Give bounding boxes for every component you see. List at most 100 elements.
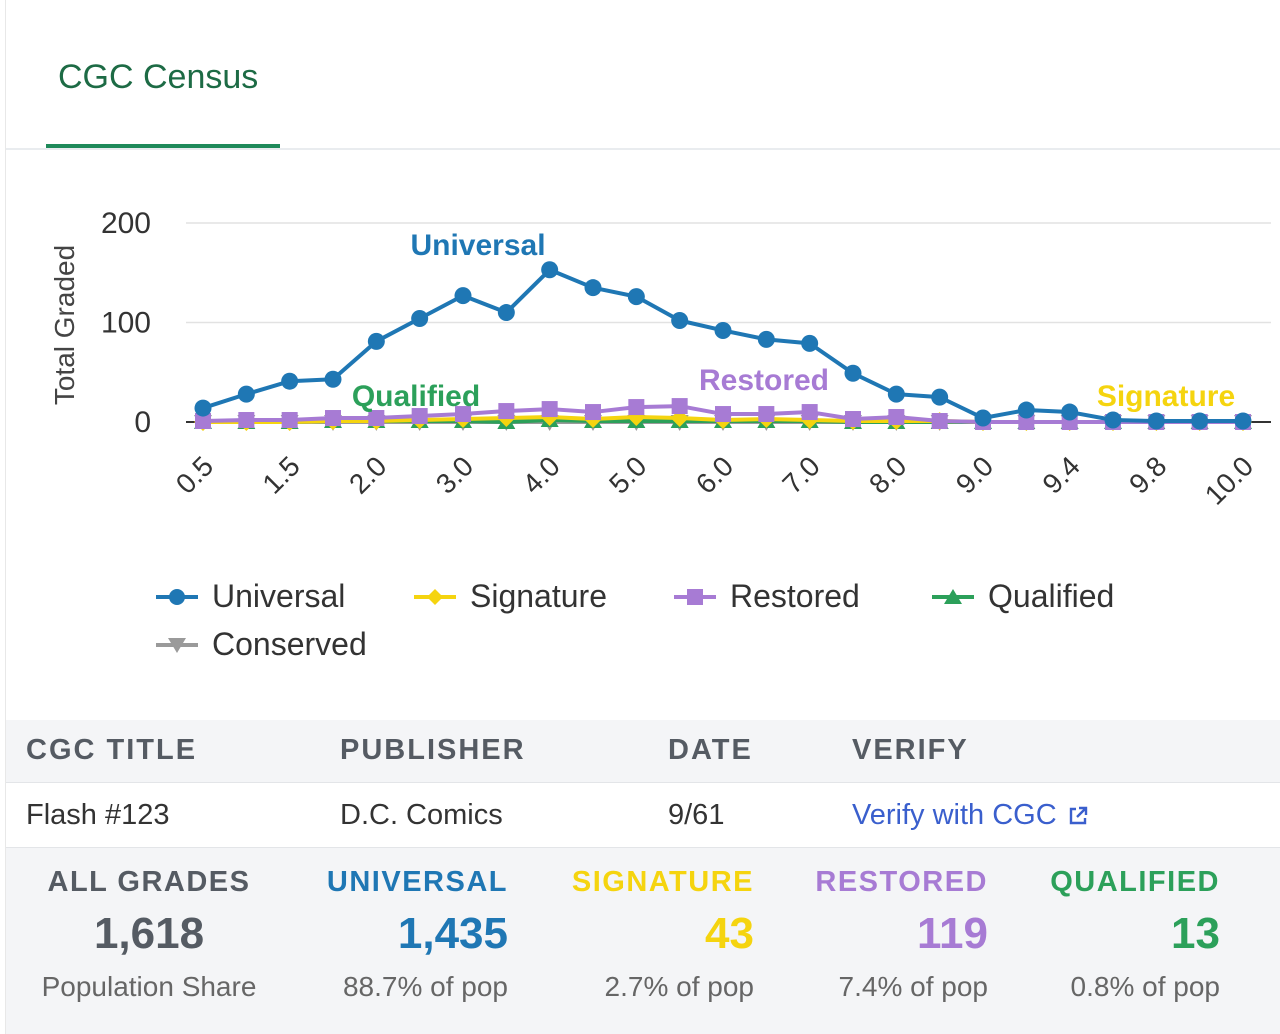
x-tick-label: 5.0: [603, 450, 652, 499]
series-label-universal: Universal: [410, 229, 545, 262]
x-tick-label: 9.0: [950, 450, 999, 499]
data-point-universal: [194, 399, 212, 417]
stat-value: 1,435: [397, 909, 508, 958]
cell-title: Flash #123: [26, 799, 170, 831]
table-row: Flash #123 D.C. Comics 9/61 Verify with …: [6, 783, 1280, 848]
legend-item-conserved[interactable]: Conserved: [156, 626, 367, 663]
data-point-universal: [237, 385, 255, 403]
stat-value: 43: [705, 909, 754, 958]
x-tick-label: 0.5: [170, 450, 219, 499]
tab-label: CGC Census: [58, 58, 259, 96]
x-tick-label: 7.0: [776, 450, 825, 499]
data-point-universal: [1234, 412, 1252, 430]
data-point-universal: [367, 332, 385, 350]
data-point-universal: [887, 385, 905, 403]
data-point-universal: [541, 261, 559, 279]
cell-publisher: D.C. Comics: [340, 799, 503, 831]
square-marker-icon: [674, 588, 716, 605]
data-point-restored: [888, 409, 905, 426]
data-point-universal: [801, 334, 819, 352]
verify-with-cgc-link[interactable]: Verify with CGC: [852, 799, 1089, 832]
data-point-restored: [281, 412, 298, 429]
x-tick-label: 3.0: [430, 450, 479, 499]
data-point-universal: [584, 279, 602, 297]
data-point-universal: [411, 310, 429, 328]
population-stats: ALL GRADES 1,618 Population Share UNIVER…: [6, 848, 1280, 1034]
data-point-restored: [238, 412, 255, 429]
series-label-restored: Restored: [699, 364, 829, 397]
data-point-universal: [1104, 411, 1122, 429]
stat-label: SIGNATURE: [571, 866, 754, 898]
stat-sub: 0.8% of pop: [1070, 971, 1220, 1002]
data-point-restored: [455, 406, 471, 423]
x-tick-label: 6.0: [690, 450, 739, 499]
data-point-restored: [325, 410, 341, 427]
legend-item-signature[interactable]: Signature: [414, 578, 607, 615]
tab-cgc-census[interactable]: CGC Census: [46, 40, 280, 148]
external-link-icon: [1069, 806, 1087, 824]
data-point-restored: [758, 406, 775, 423]
data-point-restored: [541, 401, 558, 418]
data-point-universal: [844, 364, 862, 382]
triangle-marker-icon: [932, 588, 974, 604]
data-point-restored: [801, 404, 818, 421]
cell-date: 9/61: [668, 799, 725, 831]
legend-item-qualified[interactable]: Qualified: [932, 578, 1114, 615]
legend-label: Signature: [470, 578, 607, 614]
triangle-down-marker-icon: [156, 637, 198, 653]
column-header-title: CGC TITLE: [26, 734, 198, 766]
data-point-restored: [845, 411, 861, 428]
data-point-restored: [671, 398, 688, 415]
data-point-universal: [454, 287, 472, 305]
stat-universal: UNIVERSAL 1,435 88.7% of pop: [302, 866, 508, 1003]
x-tick-label: 8.0: [863, 450, 912, 499]
data-point-universal: [1017, 401, 1035, 419]
legend-label: Conserved: [212, 626, 367, 662]
data-point-restored: [585, 404, 601, 421]
stat-sub: 7.4% of pop: [838, 971, 988, 1002]
legend-item-restored[interactable]: Restored: [674, 578, 860, 615]
data-point-universal: [627, 288, 645, 306]
stat-label: RESTORED: [815, 866, 988, 898]
stat-label: QUALIFIED: [1050, 866, 1220, 898]
y-tick-label: 100: [101, 307, 151, 340]
stat-sub: Population Share: [41, 971, 257, 1002]
stat-value: 13: [1171, 909, 1220, 958]
stat-value: 119: [917, 909, 988, 958]
series-label-qualified: Qualified: [352, 380, 480, 413]
data-point-universal: [1191, 412, 1209, 430]
x-tick-label: 4.0: [516, 450, 565, 499]
series-label-signature: Signature: [1097, 380, 1235, 413]
stat-signature: SIGNATURE 43 2.7% of pop: [552, 866, 754, 1003]
y-axis-label: Total Graded: [49, 245, 80, 405]
column-header-date: DATE: [668, 734, 753, 766]
x-tick-label: 9.4: [1036, 450, 1085, 499]
x-tick-label: 9.8: [1123, 450, 1172, 499]
tab-bar: CGC Census: [6, 0, 1280, 150]
data-point-universal: [1147, 412, 1165, 430]
data-point-restored: [715, 406, 731, 423]
stat-value: 1,618: [93, 909, 205, 958]
stat-sub: 2.7% of pop: [604, 971, 754, 1002]
data-point-universal: [1061, 403, 1079, 421]
legend-label: Qualified: [988, 578, 1115, 614]
y-tick-label: 0: [134, 406, 151, 439]
data-point-universal: [281, 372, 299, 390]
data-point-universal: [497, 304, 515, 322]
legend-item-universal[interactable]: Universal: [156, 578, 345, 615]
tab-active-indicator: [46, 144, 280, 148]
x-tick-label: 10.0: [1199, 450, 1259, 510]
data-point-universal: [757, 330, 775, 348]
census-info-table: CGC TITLE PUBLISHER DATE VERIFY Flash #1…: [6, 720, 1280, 848]
legend-label: Universal: [212, 578, 346, 614]
stat-qualified: QUALIFIED 13 0.8% of pop: [1036, 866, 1220, 1003]
column-header-publisher: PUBLISHER: [340, 734, 526, 766]
verify-link-label: Verify with CGC: [852, 799, 1057, 831]
data-point-restored: [1018, 414, 1035, 430]
data-point-universal: [324, 370, 342, 388]
legend-label: Restored: [730, 578, 860, 614]
data-point-universal: [931, 388, 949, 406]
stat-sub: 88.7% of pop: [342, 971, 508, 1002]
column-header-verify: VERIFY: [852, 734, 969, 766]
census-card: CGC Census 0 100 200 Total Graded 0.5 1.5 2.0 3…: [5, 0, 1280, 1034]
